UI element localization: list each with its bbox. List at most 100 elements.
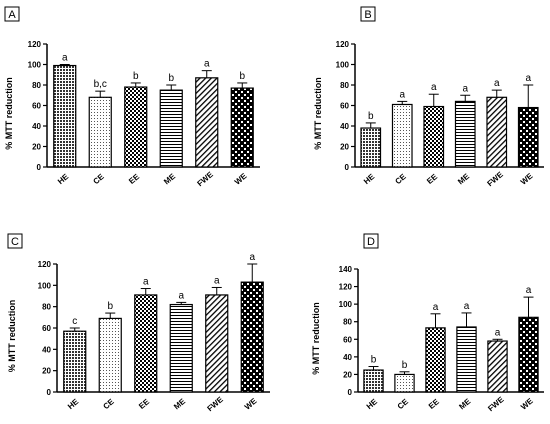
y-tick-label: 40 [42, 345, 51, 354]
bar-we [518, 316, 539, 393]
panel-c: C 0 20 40 60 80 100 120 % MTT reduction c HE b CE a EE… [7, 233, 270, 413]
category-label: CE [101, 397, 116, 411]
y-axis-label: % MTT reduction [311, 302, 321, 375]
bar-fwe [205, 294, 229, 393]
significance-label: b [371, 355, 377, 366]
bar-ce [391, 103, 413, 168]
significance-label: a [399, 89, 405, 100]
y-tick-label: 100 [28, 61, 42, 70]
significance-label: b [168, 73, 174, 84]
panel-b: B 0 20 40 60 80 100 120 % MTT reduction b HE a CE a EE… [313, 6, 544, 189]
category-label: ME [172, 396, 187, 411]
y-tick-label: 60 [340, 102, 349, 111]
y-tick-label: 100 [339, 300, 353, 309]
panel-label-box [360, 6, 376, 22]
category-label: ME [162, 171, 177, 186]
bar-we [240, 281, 264, 393]
category-label: EE [425, 172, 439, 186]
y-tick-label: 0 [348, 388, 353, 397]
category-label: HE [365, 397, 380, 411]
y-tick-label: 60 [343, 335, 352, 344]
bar-he [53, 64, 77, 168]
bar-me [456, 326, 477, 393]
y-tick-label: 0 [345, 163, 350, 172]
category-label: WE [519, 171, 535, 187]
y-axis-label: % MTT reduction [313, 77, 323, 150]
category-label: WE [243, 396, 259, 412]
category-label: FWE [486, 395, 506, 414]
significance-label: a [204, 59, 210, 70]
y-tick-label: 20 [32, 143, 41, 152]
significance-label: b [368, 111, 374, 122]
category-label: HE [56, 172, 71, 186]
significance-label: a [494, 78, 500, 89]
y-tick-label: 20 [343, 370, 352, 379]
significance-label: b,c [94, 79, 107, 90]
bar-ee [124, 86, 148, 168]
category-label: CE [393, 172, 408, 186]
y-tick-label: 120 [339, 283, 353, 292]
significance-label: a [464, 301, 470, 312]
panel-label-box [4, 6, 20, 22]
panel-a: A 0 20 40 60 80 100 120 % MTT reduction a HE b,c CE b… [4, 6, 260, 189]
panel-label-box [363, 233, 379, 249]
y-tick-label: 40 [343, 353, 352, 362]
significance-label: a [62, 53, 68, 64]
category-label: ME [457, 396, 472, 411]
y-tick-label: 60 [42, 324, 51, 333]
significance-label: a [143, 277, 149, 288]
category-label: CE [396, 397, 411, 411]
significance-label: b [402, 360, 408, 371]
significance-label: a [526, 285, 532, 296]
y-tick-label: 20 [42, 367, 51, 376]
y-tick-label: 120 [336, 40, 350, 49]
bar-he [360, 127, 382, 168]
y-tick-label: 40 [32, 122, 41, 131]
y-tick-label: 80 [32, 81, 41, 90]
category-label: WE [233, 171, 249, 187]
bar-ce [394, 373, 415, 393]
y-tick-label: 80 [340, 81, 349, 90]
y-axis-label: % MTT reduction [4, 77, 14, 150]
y-tick-label: 40 [340, 122, 349, 131]
y-tick-label: 100 [38, 281, 52, 290]
y-tick-label: 20 [340, 143, 349, 152]
bar-me [454, 100, 476, 168]
y-tick-label: 60 [32, 102, 41, 111]
y-tick-label: 140 [339, 265, 353, 274]
y-tick-label: 80 [42, 303, 51, 312]
category-label: HE [362, 172, 377, 186]
panel-d: D 0 20 40 60 80 100 120 140 % MTT reduction b HE b CE… [311, 233, 544, 414]
category-label: CE [91, 172, 106, 186]
bar-fwe [195, 77, 219, 168]
significance-label: a [462, 83, 468, 94]
bar-we [517, 106, 539, 168]
y-tick-label: 0 [37, 163, 42, 172]
panel-label: D [367, 236, 375, 248]
y-tick-label: 0 [47, 388, 52, 397]
y-axis-label: % MTT reduction [7, 300, 17, 373]
category-label: ME [456, 171, 471, 186]
bar-he [63, 330, 87, 393]
bar-fwe [486, 96, 508, 168]
significance-label: a [525, 73, 531, 84]
panel-label: C [11, 236, 19, 248]
significance-label: a [178, 290, 184, 301]
significance-label: b [133, 71, 139, 82]
bar-me [169, 303, 193, 393]
bar-ce [88, 96, 112, 168]
bar-ee [425, 327, 446, 393]
category-label: FWE [485, 170, 505, 189]
category-label: FWE [195, 170, 215, 189]
y-tick-label: 120 [38, 260, 52, 269]
y-tick-label: 120 [28, 40, 42, 49]
significance-label: b [107, 301, 113, 312]
bar-ee [423, 105, 445, 168]
y-tick-label: 100 [336, 61, 350, 70]
significance-label: b [239, 71, 245, 82]
bar-ee [134, 294, 158, 393]
y-tick-label: 80 [343, 318, 352, 327]
bar-me [159, 89, 183, 168]
category-label: WE [519, 396, 535, 412]
